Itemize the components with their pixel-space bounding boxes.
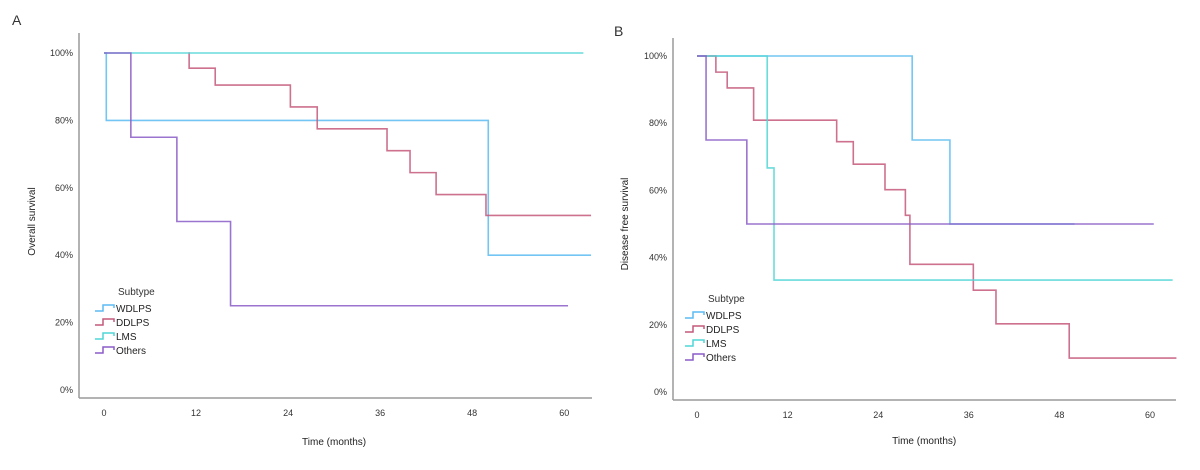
series-line-others [104,52,569,307]
legend-swatch-lms-icon [95,332,115,340]
legend-swatch-others-icon [685,353,705,361]
y-tick-label: 60% [55,183,73,193]
legend-swatch-lms-icon [685,339,705,347]
panel-label: A [12,12,22,28]
x-tick-label: 48 [1054,410,1064,420]
x-tick-label: 60 [559,408,569,418]
series-line-lms [697,55,1173,281]
legend-swatch-ddlps-icon [685,325,705,333]
y-tick-label: 40% [55,250,73,260]
legend-label-ddlps: DDLPS [706,325,740,336]
legend: Subtype WDLPS DDLPS LMS Others [95,287,155,357]
legend-swatch-ddlps-icon [95,318,115,326]
legend-label-wdlps: WDLPS [116,304,152,315]
legend-label-wdlps: WDLPS [706,311,742,322]
legend: Subtype WDLPS DDLPS LMS Others [685,294,745,364]
legend-swatch-wdlps-icon [95,304,115,312]
y-axis-title: Disease free survival [620,178,631,271]
legend-label-lms: LMS [706,339,727,350]
x-tick-label: 60 [1145,410,1155,420]
legend-title: Subtype [118,287,155,298]
legend-swatch-wdlps-icon [685,311,705,319]
legend-label-others: Others [116,346,146,357]
x-tick-label: 24 [873,410,883,420]
x-tick-label: 0 [101,408,106,418]
x-tick-label: 12 [783,410,793,420]
panel-label: B [614,23,623,39]
y-tick-label: 100% [50,48,73,58]
y-axis-title: Overall survival [27,187,38,255]
y-tick-label: 0% [60,385,73,395]
legend-label-ddlps: DDLPS [116,318,150,329]
y-tick-label: 0% [654,387,667,397]
series-line-ddlps [697,55,1177,359]
y-tick-label: 20% [649,320,667,330]
legend-label-lms: LMS [116,332,137,343]
y-tick-label: 80% [649,118,667,128]
x-axis-title: Time (months) [892,436,956,447]
y-tick-label: 20% [55,318,73,328]
y-tick-label: 80% [55,115,73,125]
series-line-wdlps [697,55,1075,225]
series-line-ddlps [188,52,592,217]
legend-title: Subtype [708,294,745,305]
y-tick-label: 100% [644,51,667,61]
x-tick-label: 48 [467,408,477,418]
legend-swatch-others-icon [95,346,115,354]
x-tick-label: 24 [283,408,293,418]
x-tick-label: 0 [694,410,699,420]
x-tick-label: 36 [964,410,974,420]
x-tick-label: 12 [191,408,201,418]
y-tick-label: 40% [649,253,667,263]
series-line-others [697,55,1154,225]
x-tick-label: 36 [375,408,385,418]
panel-b: B 0% 20% 40% 60% 80% 100% 0 12 24 36 48 60 Time (mont… [614,23,1177,447]
y-tick-label: 60% [649,185,667,195]
x-axis-title: Time (months) [302,437,366,448]
panel-a: A 0% 20% 40% 60% 80% 100% 0 12 24 36 48 60 Time (mont… [12,12,592,448]
legend-label-others: Others [706,353,736,364]
